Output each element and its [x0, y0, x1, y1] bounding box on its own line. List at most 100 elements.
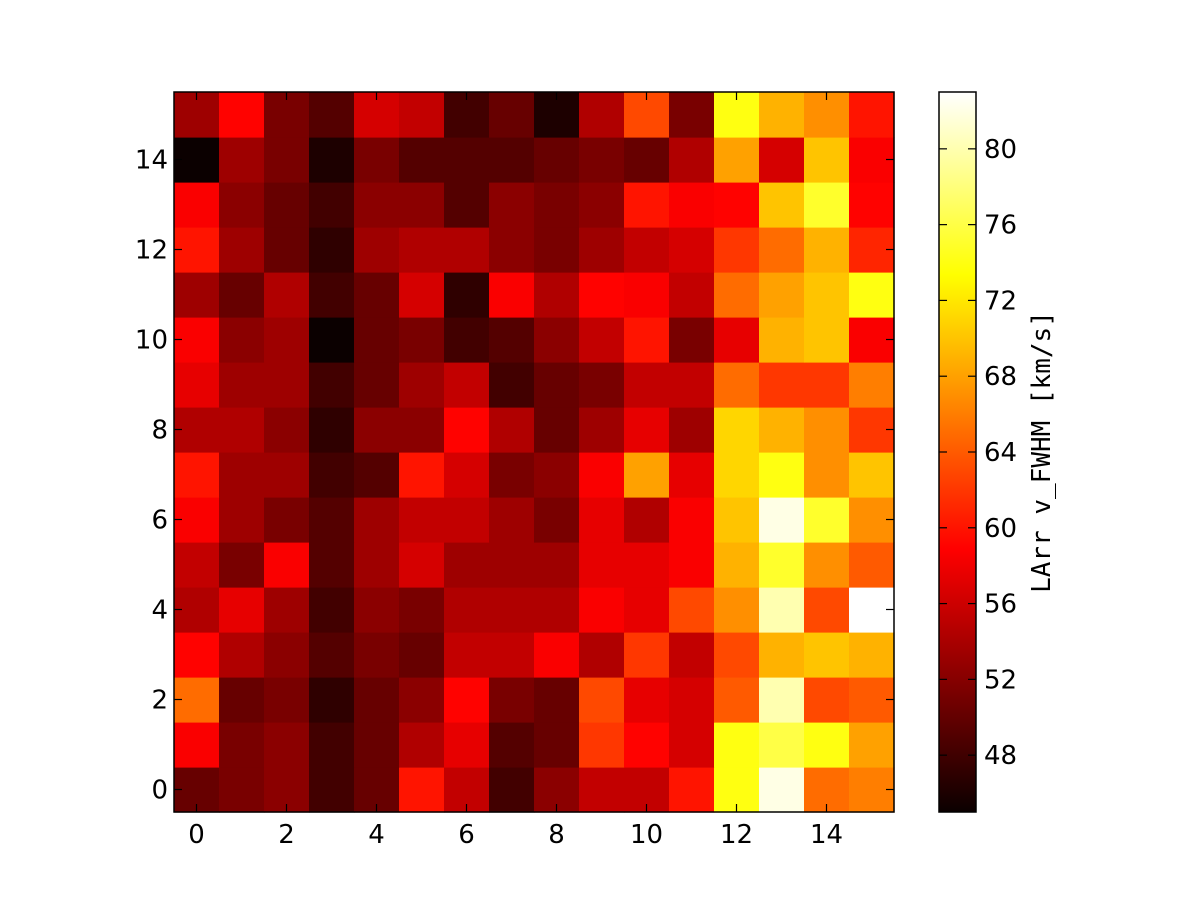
- heatmap-cell: [264, 452, 310, 498]
- heatmap-cell: [579, 767, 625, 813]
- y-tick-label: 0: [151, 776, 168, 806]
- heatmap-cell: [219, 632, 265, 678]
- heatmap-cell: [759, 137, 805, 183]
- heatmap-cell: [669, 542, 715, 588]
- heatmap-cell: [264, 497, 310, 543]
- heatmap-cell: [849, 722, 895, 768]
- heatmap-cell: [849, 182, 895, 228]
- heatmap-cell: [669, 137, 715, 183]
- heatmap-cell: [309, 632, 355, 678]
- heatmap-cell: [354, 452, 400, 498]
- heatmap-cell: [669, 92, 715, 138]
- heatmap-cell: [669, 452, 715, 498]
- heatmap-cell: [489, 137, 535, 183]
- heatmap-cell: [399, 317, 445, 363]
- heatmap-cell: [444, 407, 490, 453]
- heatmap-cell: [399, 227, 445, 273]
- heatmap-cell: [714, 317, 760, 363]
- colorbar-tick-label: 64: [984, 438, 1017, 468]
- y-axis: 0 2 4 6 8 10 12 14: [135, 146, 894, 806]
- heatmap-cell: [759, 182, 805, 228]
- heatmap-cell: [444, 317, 490, 363]
- heatmap-cell: [354, 407, 400, 453]
- heatmap-cell: [849, 92, 895, 138]
- heatmap-cells: [174, 92, 895, 813]
- y-tick-label: 4: [151, 596, 168, 626]
- heatmap-cell: [444, 182, 490, 228]
- heatmap-cell: [399, 632, 445, 678]
- heatmap-cell: [849, 362, 895, 408]
- heatmap-cell: [399, 452, 445, 498]
- heatmap-cell: [624, 677, 670, 723]
- heatmap-cell: [309, 722, 355, 768]
- x-tick-label: 0: [188, 820, 205, 850]
- heatmap-cell: [669, 677, 715, 723]
- heatmap-cell: [264, 677, 310, 723]
- heatmap-cell: [489, 362, 535, 408]
- heatmap-cell: [579, 497, 625, 543]
- heatmap-cell: [489, 722, 535, 768]
- heatmap-cell: [264, 722, 310, 768]
- heatmap-cell: [669, 182, 715, 228]
- heatmap-cell: [309, 497, 355, 543]
- colorbar-tick-label: 48: [984, 741, 1017, 771]
- heatmap-cell: [714, 497, 760, 543]
- heatmap-cell: [444, 677, 490, 723]
- heatmap-cell: [534, 317, 580, 363]
- heatmap-cell: [444, 272, 490, 318]
- heatmap-cell: [399, 137, 445, 183]
- x-tick-label: 8: [548, 820, 565, 850]
- heatmap-cell: [579, 587, 625, 633]
- heatmap-cell: [624, 587, 670, 633]
- heatmap-cell: [354, 542, 400, 588]
- heatmap-cell: [489, 317, 535, 363]
- heatmap-cell: [354, 272, 400, 318]
- heatmap-cell: [714, 632, 760, 678]
- heatmap-cell: [219, 542, 265, 588]
- heatmap-cell: [309, 227, 355, 273]
- heatmap-cell: [804, 542, 850, 588]
- heatmap-cell: [399, 587, 445, 633]
- heatmap-cell: [264, 587, 310, 633]
- heatmap-cell: [759, 587, 805, 633]
- y-tick-label: 12: [135, 236, 168, 266]
- heatmap-cell: [624, 542, 670, 588]
- heatmap-cell: [669, 362, 715, 408]
- heatmap-cell: [534, 227, 580, 273]
- x-axis: 0 2 4 6 8 10 12 14: [188, 92, 843, 850]
- heatmap-cell: [219, 677, 265, 723]
- heatmap-cell: [579, 92, 625, 138]
- heatmap-cell: [759, 767, 805, 813]
- heatmap-cell: [219, 317, 265, 363]
- heatmap-cell: [489, 677, 535, 723]
- heatmap-cell: [579, 722, 625, 768]
- heatmap-cell: [624, 632, 670, 678]
- heatmap-cell: [714, 587, 760, 633]
- colorbar-tick-label: 72: [984, 286, 1017, 316]
- heatmap-cell: [669, 587, 715, 633]
- heatmap-cell: [219, 767, 265, 813]
- heatmap-cell: [759, 272, 805, 318]
- heatmap-cell: [804, 137, 850, 183]
- heatmap-cell: [624, 452, 670, 498]
- heatmap-cell: [534, 587, 580, 633]
- heatmap-cell: [714, 452, 760, 498]
- heatmap-cell: [714, 542, 760, 588]
- colorbar-label: LArr v_FWHM [km/s]: [1027, 311, 1057, 593]
- heatmap-cell: [489, 272, 535, 318]
- heatmap-cell: [354, 362, 400, 408]
- heatmap-cell: [579, 182, 625, 228]
- heatmap-cell: [309, 677, 355, 723]
- heatmap-cell: [714, 182, 760, 228]
- heatmap-cell: [489, 542, 535, 588]
- heatmap-cell: [579, 272, 625, 318]
- heatmap-cell: [399, 722, 445, 768]
- heatmap-cell: [849, 452, 895, 498]
- heatmap-cell: [579, 542, 625, 588]
- heatmap-cell: [489, 227, 535, 273]
- heatmap-cell: [669, 317, 715, 363]
- heatmap-cell: [579, 632, 625, 678]
- heatmap-cell: [174, 452, 220, 498]
- heatmap-cell: [624, 272, 670, 318]
- heatmap-cell: [309, 452, 355, 498]
